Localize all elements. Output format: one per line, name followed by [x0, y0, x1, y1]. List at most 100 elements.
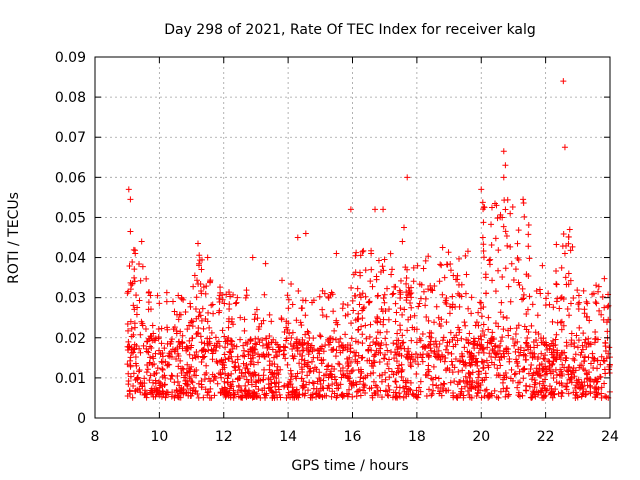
data-point — [525, 342, 532, 349]
data-point — [499, 274, 506, 281]
data-point — [178, 295, 185, 302]
data-point — [474, 362, 481, 369]
data-point — [250, 389, 257, 396]
data-point — [450, 272, 457, 279]
data-point — [252, 311, 259, 318]
data-point — [438, 262, 445, 269]
data-point — [347, 345, 354, 352]
data-point — [339, 392, 346, 399]
data-point — [377, 345, 384, 352]
data-point — [336, 343, 343, 350]
data-point — [128, 349, 135, 356]
data-point — [242, 364, 249, 371]
data-point — [153, 389, 160, 396]
data-point — [425, 253, 432, 260]
data-point — [258, 320, 265, 327]
data-point — [133, 342, 140, 349]
data-point — [574, 379, 581, 386]
data-point — [191, 368, 198, 375]
grid-lines — [95, 57, 610, 418]
data-point — [399, 366, 406, 373]
data-point — [493, 372, 500, 379]
data-point — [488, 204, 495, 211]
data-point — [436, 340, 443, 347]
data-point — [266, 333, 273, 340]
data-point — [524, 306, 531, 313]
data-point — [352, 252, 359, 259]
data-point — [468, 353, 475, 360]
data-point — [558, 318, 565, 325]
data-point — [195, 240, 201, 247]
data-point — [464, 378, 471, 385]
data-point — [400, 339, 407, 346]
data-point — [281, 382, 288, 389]
data-point — [266, 366, 273, 373]
data-point — [427, 286, 434, 293]
data-point — [240, 352, 247, 359]
data-point — [374, 293, 381, 300]
data-point — [492, 288, 499, 295]
data-point — [558, 294, 565, 301]
data-point — [301, 357, 308, 364]
data-point — [492, 320, 499, 327]
data-point — [204, 335, 211, 342]
data-point — [393, 358, 400, 365]
data-point — [219, 366, 226, 373]
data-point — [582, 367, 589, 374]
data-point — [286, 378, 293, 385]
data-point — [154, 292, 161, 299]
data-point — [438, 316, 445, 323]
data-point — [439, 291, 446, 298]
data-point — [411, 326, 418, 333]
data-point — [218, 374, 225, 381]
data-point — [475, 349, 482, 356]
data-point — [466, 394, 473, 401]
data-point — [241, 327, 248, 334]
data-point — [515, 352, 522, 359]
data-point — [462, 322, 469, 329]
data-point — [503, 232, 510, 239]
data-point — [587, 390, 594, 397]
data-point — [147, 343, 154, 350]
data-point — [346, 354, 353, 361]
data-point — [184, 361, 191, 368]
data-point — [232, 359, 239, 366]
data-point — [553, 280, 560, 287]
data-point — [462, 362, 469, 369]
data-point — [172, 392, 179, 399]
data-point — [333, 382, 340, 389]
data-point — [587, 360, 594, 367]
data-point — [455, 368, 462, 375]
data-point — [190, 283, 197, 290]
data-point — [221, 333, 228, 340]
data-point — [269, 346, 276, 353]
data-point — [348, 358, 355, 365]
data-point — [553, 371, 560, 378]
data-point — [429, 390, 436, 397]
data-point — [368, 250, 375, 257]
data-point — [405, 385, 412, 392]
data-point — [495, 323, 502, 330]
data-point — [579, 342, 586, 349]
data-point — [125, 338, 132, 345]
data-point — [439, 337, 446, 344]
data-point — [205, 347, 212, 354]
data-point — [511, 371, 518, 378]
data-point — [581, 353, 588, 360]
data-point — [560, 322, 567, 329]
data-point — [222, 344, 229, 351]
data-point — [331, 327, 338, 334]
data-point — [480, 241, 487, 248]
data-point — [179, 365, 186, 372]
data-point — [366, 333, 373, 340]
data-point — [344, 301, 351, 308]
data-point — [350, 307, 357, 314]
data-point — [137, 349, 144, 356]
data-point — [331, 390, 338, 397]
data-point — [296, 360, 303, 367]
data-point — [488, 340, 495, 347]
data-point — [420, 288, 427, 295]
data-point — [267, 369, 274, 376]
data-point — [451, 378, 458, 385]
data-point — [149, 322, 156, 329]
